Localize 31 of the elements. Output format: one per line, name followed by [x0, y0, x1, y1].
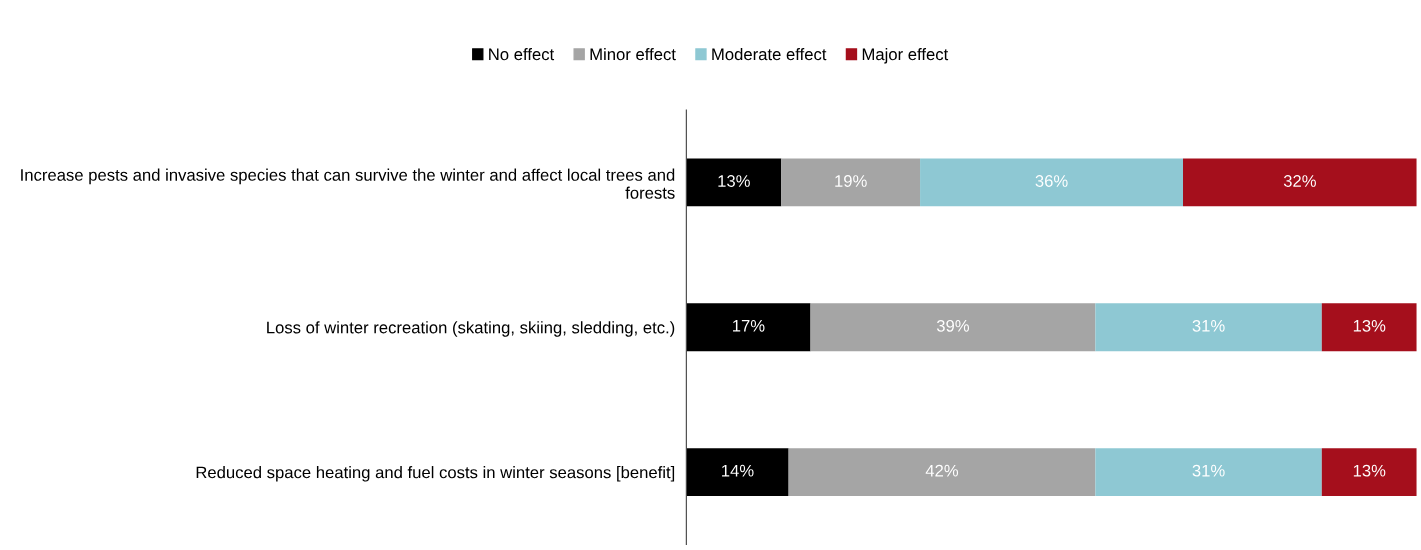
legend-label: Minor effect [590, 48, 676, 61]
y-tick-label: Loss of winter recreation (skating, skiing, sledding, etc.) [267, 321, 675, 337]
data-label: 31% [1192, 464, 1225, 477]
data-label: 19% [835, 175, 867, 187]
data-label: 36% [1035, 175, 1068, 187]
legend-label: Moderate effect [712, 48, 827, 61]
data-label: 42% [925, 464, 959, 477]
bar [920, 158, 1184, 207]
data-label: 31% [1192, 319, 1225, 332]
legend-label: Major effect [862, 48, 949, 64]
bar [1095, 303, 1322, 352]
bar [686, 158, 782, 207]
data-label: 17% [733, 319, 765, 332]
bar [810, 303, 1096, 352]
bar [781, 158, 921, 207]
bar [686, 448, 789, 496]
bar [1095, 448, 1322, 496]
data-label: 13% [718, 175, 750, 187]
data-label: 14% [722, 464, 754, 477]
bar [686, 303, 811, 352]
bar [1321, 448, 1417, 496]
y-tick-label: Increase pests and invasive species that can survive the winter and affect local trees and forests [21, 168, 675, 199]
bar [1183, 158, 1417, 207]
y-tick-label: Reduced space heating and fuel costs in winter seasons [benefit] [196, 466, 675, 482]
data-label: 13% [1353, 464, 1386, 477]
legend-label: No effect [489, 48, 555, 61]
data-label: 39% [936, 319, 970, 332]
bar [1321, 303, 1417, 352]
data-label: 13% [1353, 319, 1386, 332]
data-label: 32% [1283, 175, 1316, 187]
bar [788, 448, 1096, 496]
